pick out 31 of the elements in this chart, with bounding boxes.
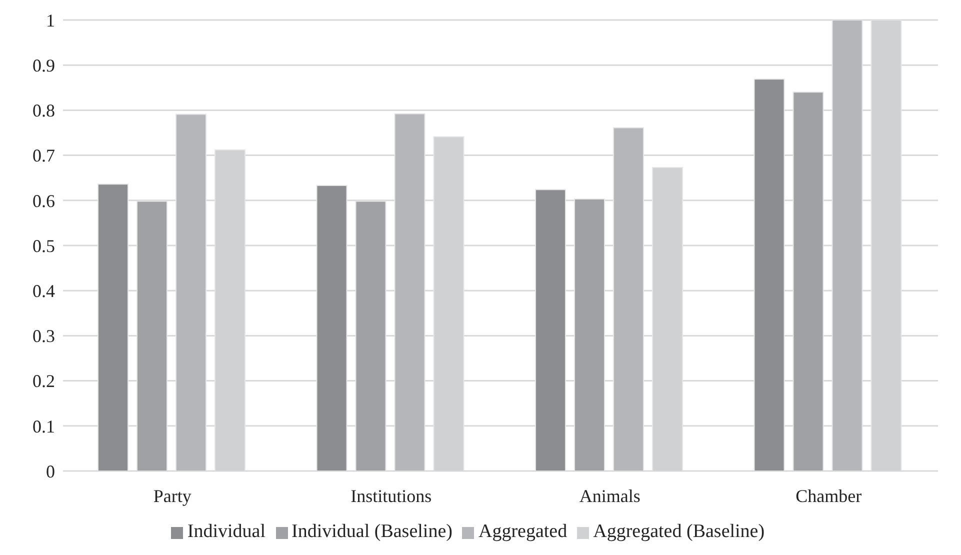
bar bbox=[394, 113, 426, 471]
y-tick-label: 0.1 bbox=[32, 416, 55, 436]
bar bbox=[832, 20, 863, 471]
bar bbox=[355, 200, 386, 471]
y-tick-label: 0.2 bbox=[32, 371, 55, 392]
x-tick-label: Animals bbox=[579, 486, 640, 506]
y-tick-label: 0.9 bbox=[32, 55, 55, 76]
y-tick-label: 0.5 bbox=[32, 236, 55, 256]
y-tick-label: 1 bbox=[46, 10, 55, 30]
bar bbox=[574, 198, 605, 471]
bar bbox=[535, 189, 566, 471]
y-tick-label: 0.8 bbox=[32, 100, 55, 121]
legend-label: Aggregated bbox=[478, 521, 568, 542]
bar bbox=[613, 127, 644, 471]
legend-label: Individual bbox=[187, 521, 266, 542]
y-tick-label: 0.6 bbox=[32, 190, 55, 211]
legend-label: Individual (Baseline) bbox=[292, 521, 452, 542]
bar bbox=[98, 184, 128, 471]
y-tick-label: 0 bbox=[46, 461, 55, 482]
bar bbox=[316, 185, 348, 471]
y-tick-label: 0.3 bbox=[32, 326, 55, 346]
bar bbox=[754, 78, 785, 471]
bar bbox=[136, 200, 168, 471]
x-tick-label: Chamber bbox=[796, 486, 862, 506]
bar bbox=[176, 114, 206, 471]
legend-label: Aggregated (Baseline) bbox=[593, 521, 765, 542]
y-tick-label: 0.4 bbox=[32, 280, 55, 301]
y-tick-label: 0.7 bbox=[32, 146, 55, 166]
x-tick-label: Institutions bbox=[350, 486, 432, 506]
bar bbox=[792, 92, 824, 471]
x-tick-label: Party bbox=[153, 486, 192, 506]
